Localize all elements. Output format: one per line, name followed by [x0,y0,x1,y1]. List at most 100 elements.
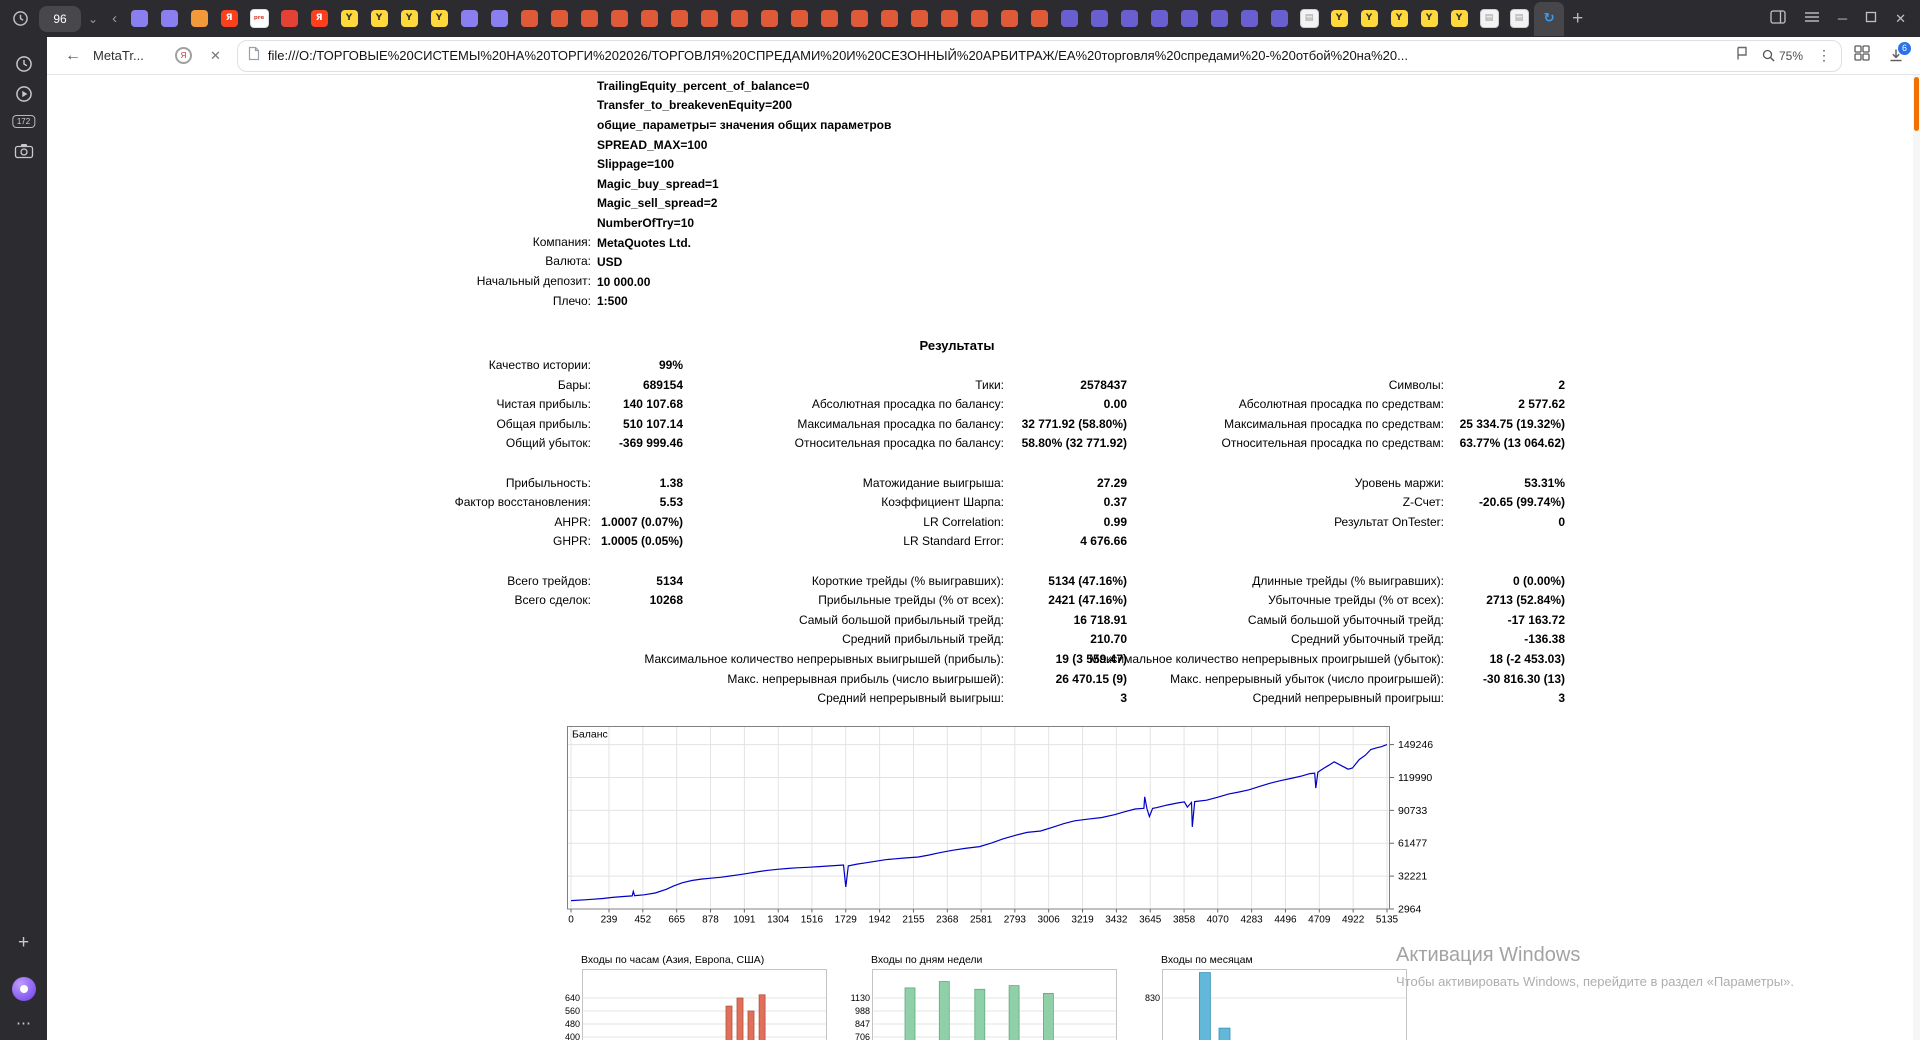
browser-tab[interactable] [604,2,634,36]
browser-tab[interactable] [514,2,544,36]
svg-text:1091: 1091 [733,915,756,926]
browser-tab[interactable] [634,2,664,36]
browser-tab[interactable]: Y [364,2,394,36]
downloads-button[interactable]: 6 [1888,41,1911,64]
tab-favicon [1000,10,1018,27]
history-icon[interactable] [12,10,29,27]
browser-tab[interactable] [994,2,1024,36]
browser-tab[interactable] [874,2,904,36]
svg-text:0: 0 [568,915,574,926]
sidebar-add-icon[interactable]: + [17,932,30,953]
close-button[interactable]: ✕ [1895,10,1906,26]
browser-tab[interactable]: ▤ [1474,2,1504,36]
parameter-row: Magic_buy_spread=1 [597,176,719,191]
tab-favicon [760,10,778,27]
svg-text:149246: 149246 [1398,739,1433,751]
browser-tab[interactable]: Y [394,2,424,36]
svg-text:4496: 4496 [1274,915,1297,926]
scrollbar-thumb[interactable] [1914,77,1919,131]
tab-favicon [850,10,868,27]
sidebar-clock-icon[interactable] [15,55,33,73]
menu-icon[interactable] [1804,11,1820,26]
browser-tab[interactable]: ▤ [1504,2,1534,36]
browser-tab[interactable] [184,2,214,36]
zoom-control[interactable]: 75% [1762,49,1803,63]
browser-tab[interactable] [694,2,724,36]
browser-tab[interactable]: Y [1324,2,1354,36]
browser-tab[interactable]: Y [1414,2,1444,36]
browser-tab[interactable] [274,2,304,36]
browser-tab[interactable] [784,2,814,36]
chevron-down-icon[interactable]: ⌄ [88,11,99,26]
browser-tab[interactable]: Y [424,2,454,36]
address-bar[interactable]: file:///O:/ТОРГОВЫЕ%20СИСТЕМЫ%20НА%20ТОР… [236,39,1842,72]
tab-favicon: ▤ [1509,9,1529,28]
browser-tab[interactable]: Y [1384,2,1414,36]
tab-favicon: Y [1330,10,1348,27]
svg-text:847: 847 [855,1019,870,1029]
bookmark-flag-icon[interactable] [1736,46,1748,66]
url-text[interactable]: file:///O:/ТОРГОВЫЕ%20СИСТЕМЫ%20НА%20ТОР… [267,48,1408,63]
browser-tab[interactable] [844,2,874,36]
browser-tab[interactable] [1024,2,1054,36]
minimize-button[interactable]: ─ [1837,11,1848,26]
scroll-tabs-left-icon[interactable]: ‹ [112,10,118,27]
sidebar-camera-icon[interactable] [14,143,33,159]
browser-tab[interactable] [934,2,964,36]
browser-tab[interactable] [454,2,484,36]
browser-tab[interactable] [1144,2,1174,36]
browser-tab[interactable]: Y [334,2,364,36]
browser-tab[interactable] [814,2,844,36]
results-row: Макс. непрерывная прибыль (число выигрыш… [727,671,1565,686]
browser-tab[interactable] [1114,2,1144,36]
alice-assistant-icon[interactable] [11,977,36,1001]
svg-text:560: 560 [565,1006,580,1016]
results-row: Средний прибыльный трейд: 210.70 Средний у… [842,632,1565,647]
tab-favicon [1270,10,1288,27]
tab-counter-tab[interactable]: 96 [39,5,81,32]
browser-tab[interactable]: pre [244,2,274,36]
browser-tab[interactable] [1264,2,1294,36]
maximize-button[interactable] [1865,11,1877,26]
browser-tab[interactable] [484,2,514,36]
active-tab-title[interactable]: MetaTr... [93,48,144,63]
sidebar-tab-counter[interactable]: 172 [11,115,36,128]
browser-tab[interactable] [124,2,154,36]
svg-text:3219: 3219 [1071,915,1094,926]
browser-tab[interactable]: Y [1444,2,1474,36]
page-file-icon [248,46,260,66]
tab-favicon [520,10,538,27]
browser-tab[interactable] [1234,2,1264,36]
panel-icon[interactable] [1770,10,1786,27]
browser-tab[interactable]: Я [304,2,334,36]
results-row: AHPR: 1.0007 (0.07%) LR Correlation: 0.99 Ре… [554,514,1565,529]
browser-tab[interactable] [964,2,994,36]
browser-tab[interactable]: ▤ [1294,2,1324,36]
browser-tab[interactable] [574,2,604,36]
browser-tab[interactable]: Я [214,2,244,36]
browser-tab[interactable] [904,2,934,36]
browser-tab[interactable] [1084,2,1114,36]
address-more-icon[interactable]: ⋮ [1817,47,1831,63]
results-row: Общий убыток: -369 999.46 Относительная пр… [505,436,1565,451]
browser-tab[interactable] [1054,2,1084,36]
sidebar-more-icon[interactable]: ⋯ [16,1015,31,1032]
sidebar-play-icon[interactable] [15,85,33,103]
browser-tab[interactable] [1174,2,1204,36]
back-button[interactable]: ← [65,46,81,64]
collections-icon[interactable] [1854,45,1870,66]
balance-chart: 2964 32221 61477 90733 119990 149246 0 239 452 66… [567,726,1433,926]
browser-tab[interactable] [154,2,184,36]
close-tab-icon[interactable]: ✕ [210,47,221,63]
browser-tab[interactable] [724,2,754,36]
tab-favicon: Y [1450,10,1468,27]
browser-tab[interactable] [1204,2,1234,36]
browser-tab[interactable] [754,2,784,36]
browser-tab[interactable] [544,2,574,36]
browser-tab[interactable]: Y [1354,2,1384,36]
browser-tab[interactable] [664,2,694,36]
new-tab-button[interactable]: + [1572,7,1584,29]
browser-tab[interactable]: ↻ [1534,1,1565,36]
page-scrollbar[interactable] [1913,75,1920,1040]
yandex-search-icon[interactable]: Я [175,47,192,64]
